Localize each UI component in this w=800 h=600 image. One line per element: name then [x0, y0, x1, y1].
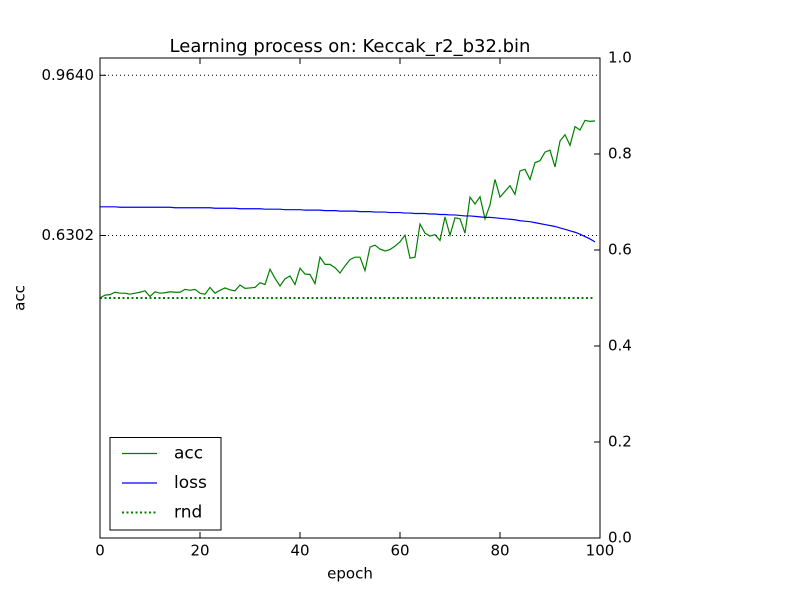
legend-label: loss — [174, 473, 207, 493]
plot-frame — [99, 57, 601, 539]
legend-label: acc — [174, 444, 203, 464]
x-tick-label: 100 — [586, 542, 615, 560]
legend-label: rnd — [174, 503, 202, 523]
series-line — [99, 119, 596, 299]
chart-title: Learning process on: Keccak_r2_b32.bin — [170, 36, 531, 57]
y-tick-label: 0.9640 — [42, 66, 95, 84]
x-tick-label: 20 — [190, 542, 209, 560]
x-tick-label: 0 — [95, 542, 105, 560]
x-tick-label: 40 — [290, 542, 309, 560]
y2-tick-label: 0.4 — [608, 337, 632, 355]
y-tick-label: 0.6302 — [42, 226, 95, 244]
y2-tick-label: 0.0 — [608, 529, 632, 547]
y-axis-label: acc — [11, 285, 29, 311]
y2-tick-label: 0.2 — [608, 433, 632, 451]
series-line — [100, 206, 596, 243]
x-tick-label: 60 — [390, 542, 409, 560]
x-tick-label: 80 — [490, 542, 509, 560]
y2-tick-label: 1.0 — [608, 49, 632, 67]
x-axis-label: epoch — [327, 565, 373, 583]
y2-tick-label: 0.8 — [608, 145, 632, 163]
y2-tick-label: 0.6 — [608, 241, 632, 259]
